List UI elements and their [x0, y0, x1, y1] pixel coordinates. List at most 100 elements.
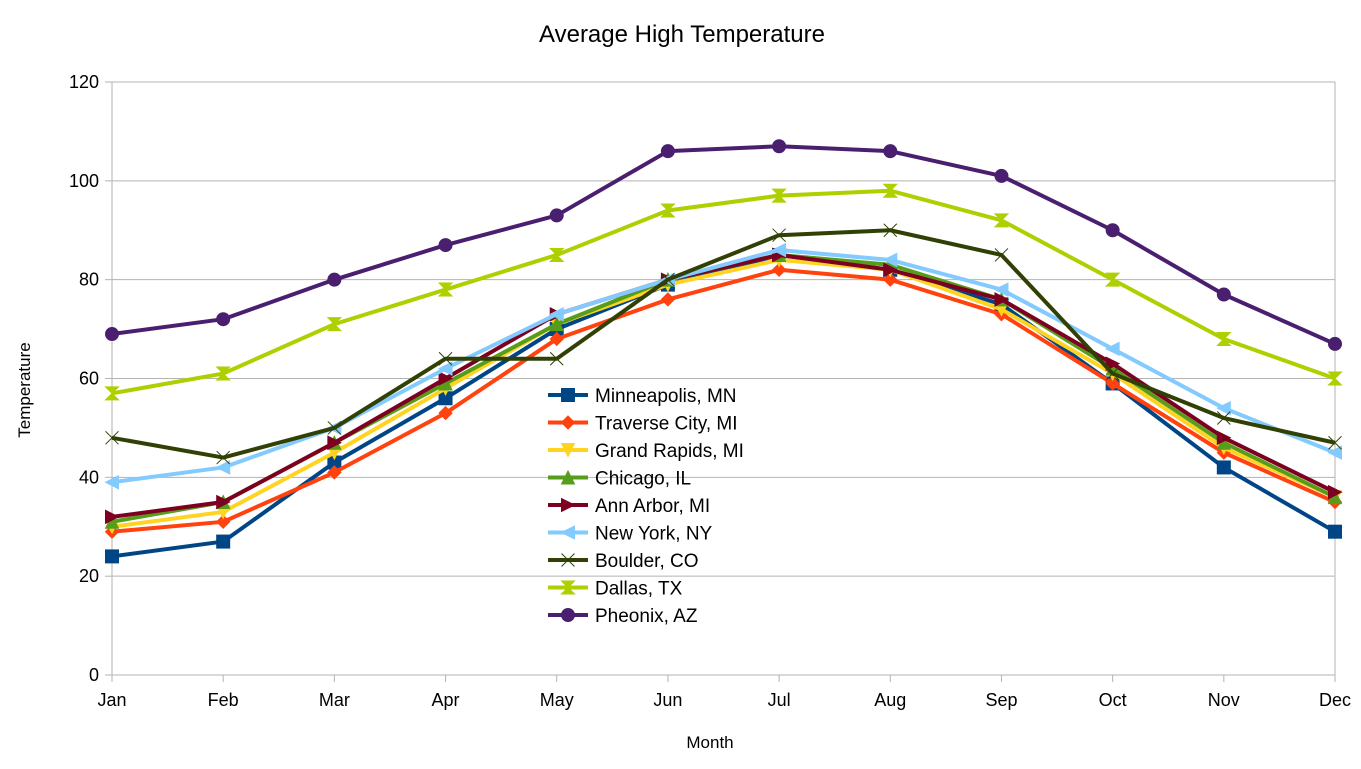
legend-swatch-marker	[561, 553, 575, 567]
data-point	[437, 282, 454, 297]
data-point	[216, 494, 231, 510]
data-point	[1216, 287, 1231, 302]
x-tick-label: Feb	[208, 690, 239, 710]
legend-swatch-marker	[561, 497, 576, 513]
data-point	[1328, 336, 1342, 351]
data-point	[1328, 524, 1342, 539]
legend-label: Minneapolis, MN	[595, 386, 737, 407]
data-point	[1216, 331, 1232, 346]
data-point	[1328, 484, 1343, 500]
y-tick-label: 60	[79, 369, 99, 389]
x-tick-label: May	[540, 690, 574, 710]
data-point	[327, 435, 342, 451]
data-point	[549, 247, 565, 262]
data-point	[216, 450, 231, 465]
data-point	[660, 292, 676, 307]
data-point	[994, 248, 1009, 262]
series-pheonix-az	[105, 139, 1342, 351]
data-point	[549, 351, 564, 366]
y-tick-label: 100	[69, 171, 99, 191]
data-point	[327, 465, 342, 480]
x-tick-label: Jul	[768, 690, 791, 710]
chart-title: Average High Temperature	[539, 21, 825, 48]
y-tick-label: 120	[69, 72, 99, 92]
series-line	[111, 228, 1336, 460]
data-point	[994, 168, 1009, 183]
x-tick-label: Apr	[432, 690, 460, 710]
data-point	[771, 262, 787, 277]
data-point	[660, 203, 676, 218]
data-point	[993, 282, 1009, 297]
data-point	[1216, 400, 1231, 416]
data-point	[104, 386, 120, 401]
legend-swatch-marker	[560, 443, 576, 458]
data-point	[883, 223, 898, 238]
data-point	[549, 316, 565, 332]
data-point	[771, 242, 787, 258]
data-point	[1105, 356, 1121, 371]
legend-swatch-marker	[560, 580, 576, 595]
x-tick-label: Oct	[1099, 690, 1127, 710]
data-point	[105, 430, 119, 445]
legend-swatch-marker	[560, 525, 575, 540]
data-point	[1327, 445, 1342, 460]
data-point	[326, 317, 343, 332]
legend: Minneapolis, MN Traverse City, MI Grand Ra…	[548, 386, 744, 627]
x-tick-label: Nov	[1208, 690, 1240, 710]
legend-label: Traverse City, MI	[595, 414, 738, 435]
data-point	[994, 292, 1010, 307]
x-tick-label: Aug	[874, 690, 906, 710]
x-tick-label: Mar	[319, 690, 350, 710]
legend-entry: Boulder, CO	[548, 551, 699, 572]
data-point	[1105, 341, 1120, 357]
legend-entry: Grand Rapids, MI	[548, 441, 744, 462]
data-point	[437, 361, 453, 376]
data-point	[105, 549, 119, 564]
legend-swatch-marker	[561, 388, 575, 402]
data-point	[883, 144, 898, 159]
data-point	[772, 139, 787, 154]
data-point	[215, 514, 231, 530]
data-point	[438, 371, 454, 386]
series-line	[111, 188, 1336, 396]
data-point	[1105, 376, 1120, 391]
legend-swatch-marker	[560, 415, 576, 430]
legend-entry: New York, NY	[548, 524, 713, 545]
data-point	[438, 351, 453, 366]
gridlines	[112, 81, 1335, 676]
data-point	[1327, 371, 1343, 386]
legend-label: Pheonix, AZ	[595, 606, 698, 627]
data-point	[1216, 430, 1232, 446]
data-point	[105, 509, 120, 525]
y-tick-label: 0	[89, 665, 99, 685]
x-tick-label: Dec	[1319, 690, 1351, 710]
data-point	[882, 183, 898, 198]
data-point	[216, 534, 231, 549]
series-line	[111, 252, 1337, 559]
y-axis-label: Temperature	[15, 342, 34, 437]
legend-label: Chicago, IL	[595, 469, 691, 490]
y-tick-label: 80	[79, 270, 99, 290]
legend-label: Dallas, TX	[595, 579, 683, 600]
data-point	[549, 331, 564, 347]
data-point	[1105, 366, 1120, 381]
data-point	[883, 262, 898, 278]
data-point	[215, 460, 231, 475]
data-point	[327, 272, 342, 287]
series-line	[111, 257, 1336, 529]
data-point	[660, 144, 675, 159]
data-point	[1105, 223, 1120, 238]
x-axis-label: Month	[686, 733, 733, 752]
series-dallas-tx	[104, 183, 1343, 401]
legend-entry: Dallas, TX	[548, 579, 683, 600]
data-point	[549, 306, 564, 322]
data-point	[215, 366, 231, 381]
y-tick-label: 20	[79, 566, 99, 586]
data-point	[105, 327, 119, 342]
data-point	[549, 208, 564, 223]
legend-label: Ann Arbor, MI	[595, 496, 710, 517]
data-point	[104, 474, 119, 490]
legend-entry: Chicago, IL	[548, 469, 691, 490]
